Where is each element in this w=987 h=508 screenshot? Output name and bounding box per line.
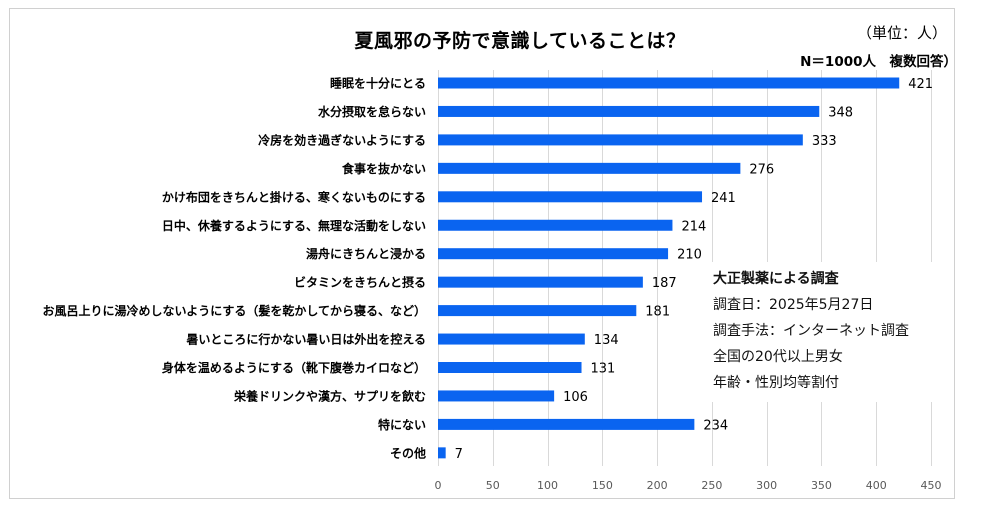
value-label: 134 xyxy=(594,333,619,348)
unit-label: （単位：人） xyxy=(856,24,947,42)
value-label: 348 xyxy=(828,105,853,120)
survey-note: 大正製薬による調査 調査日：2025年5月27日 調査手法：インターネット調査 … xyxy=(700,262,945,402)
category-label: 水分摂取を怠らない xyxy=(318,104,426,119)
note-line-date: 調査日：2025年5月27日 xyxy=(713,297,874,313)
category-label: 暑いところに行かない暑い日は外出を控える xyxy=(186,332,426,347)
chart-title: 夏風邪の予防で意識していることは？ xyxy=(354,30,686,52)
x-tick-label: 150 xyxy=(592,479,613,492)
x-tick-label: 250 xyxy=(701,479,722,492)
bar xyxy=(438,333,585,345)
value-label: 421 xyxy=(908,77,933,92)
bar xyxy=(438,362,582,373)
bars xyxy=(438,77,900,459)
x-tick-label: 400 xyxy=(866,479,887,492)
bar xyxy=(438,191,703,203)
value-label: 210 xyxy=(677,248,702,263)
value-label: 333 xyxy=(812,134,837,149)
value-label: 241 xyxy=(711,191,736,206)
note-line-method: 調査手法：インターネット調査 xyxy=(713,323,909,339)
x-tick-label: 0 xyxy=(435,479,442,492)
bar xyxy=(438,219,673,231)
category-label: ビタミンをきちんと摂る xyxy=(294,275,426,290)
bar xyxy=(438,305,637,317)
value-label: 131 xyxy=(591,362,616,377)
category-label: 特にない xyxy=(378,417,426,432)
x-tick-label: 200 xyxy=(647,479,668,492)
note-heading: 大正製薬による調査 xyxy=(713,271,839,287)
bar xyxy=(438,276,643,288)
bar xyxy=(438,390,555,402)
value-label: 106 xyxy=(563,390,588,405)
category-label: 湯舟にきちんと浸かる xyxy=(306,246,426,261)
value-label: 214 xyxy=(681,219,706,234)
note-line-target: 全国の20代以上男女 xyxy=(713,349,843,365)
x-tick-label: 50 xyxy=(486,479,500,492)
category-label: お風呂上りに湯冷めしないようにする（髪を乾かしてから寝る、など） xyxy=(42,303,426,318)
category-label: 日中、休養するようにする、無理な活動をしない xyxy=(162,218,426,233)
x-tick-label: 350 xyxy=(811,479,832,492)
value-label: 7 xyxy=(455,447,463,462)
bar xyxy=(438,134,803,146)
x-tick-label: 100 xyxy=(537,479,558,492)
bar xyxy=(438,447,446,459)
sample-size-label: N＝1000人 複数回答） xyxy=(800,54,957,70)
category-labels: 睡眠を十分にとる水分摂取を怠らない冷房を効き過ぎないようにする食事を抜かないかけ… xyxy=(42,76,426,461)
value-label: 234 xyxy=(703,418,728,433)
x-axis-ticks: 0 50 100 150 200 250 300 350 400 450 xyxy=(435,479,942,492)
value-label: 187 xyxy=(652,276,677,291)
bar xyxy=(438,248,669,260)
category-label: 食事を抜かない xyxy=(341,161,426,176)
value-label: 181 xyxy=(645,305,670,320)
category-label: 冷房を効き過ぎないようにする xyxy=(258,132,426,147)
x-tick-label: 300 xyxy=(756,479,777,492)
category-label: 睡眠を十分にとる xyxy=(330,76,426,91)
category-label: かけ布団をきちんと掛ける、寒くないものにする xyxy=(162,189,426,204)
bar xyxy=(438,162,741,174)
value-label: 276 xyxy=(749,162,774,177)
category-label: その他 xyxy=(390,445,426,460)
bar xyxy=(438,105,820,117)
category-label: 身体を温めるようにする（靴下腹巻カイロなど） xyxy=(162,360,426,375)
bar xyxy=(438,77,900,89)
category-label: 栄養ドリンクや漢方、サプリを飲む xyxy=(233,388,426,403)
bar xyxy=(438,418,695,430)
note-line-allocation: 年齢・性別均等割付 xyxy=(713,375,839,391)
x-tick-label: 450 xyxy=(921,479,942,492)
